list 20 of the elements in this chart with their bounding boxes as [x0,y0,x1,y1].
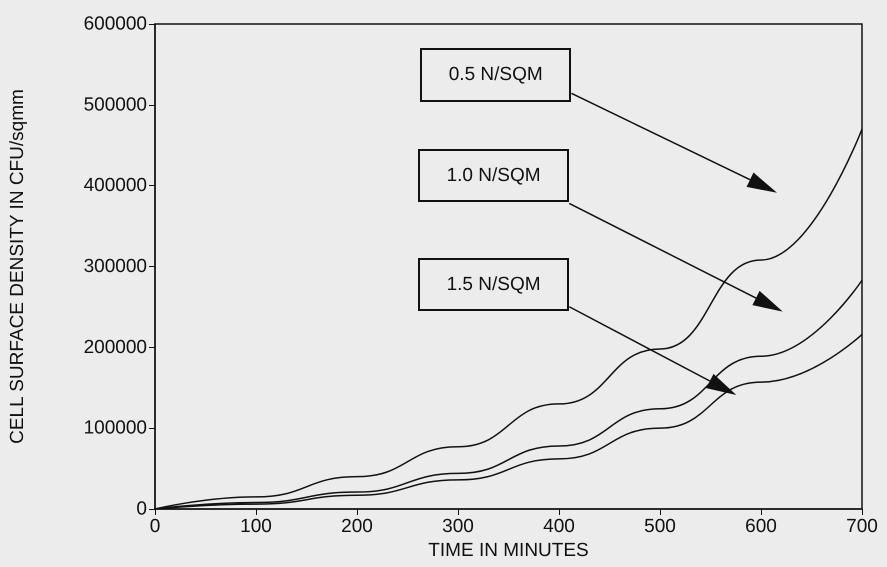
y-tick-label: 0 [136,498,147,520]
x-tick-label: 600 [745,516,777,537]
x-tick-label: 100 [240,516,272,537]
x-tick-label: 0 [150,516,160,537]
y-tick-label: 100000 [84,418,147,439]
y-tick-label: 300000 [84,256,147,277]
text: 0.5 N/SQM [420,48,572,102]
text: 1.5 N/SQM [418,258,570,312]
x-tick-label: 300 [442,516,474,537]
y-tick-label: 400000 [84,175,147,196]
x-axis-title: TIME IN MINUTES [428,540,589,561]
text: 1.0 N/SQM [418,149,570,202]
y-tick-label: 200000 [84,336,147,358]
x-tick-label: 400 [543,516,575,537]
x-tick-label: 700 [846,516,878,537]
x-tick-label: 500 [644,516,676,537]
x-tick-label: 200 [341,516,373,537]
y-tick-label: 500000 [84,94,147,116]
y-tick-label: 600000 [84,14,147,34]
y-axis-title: CELL SURFACE DENSITY IN CFU/sqmm [7,89,28,444]
